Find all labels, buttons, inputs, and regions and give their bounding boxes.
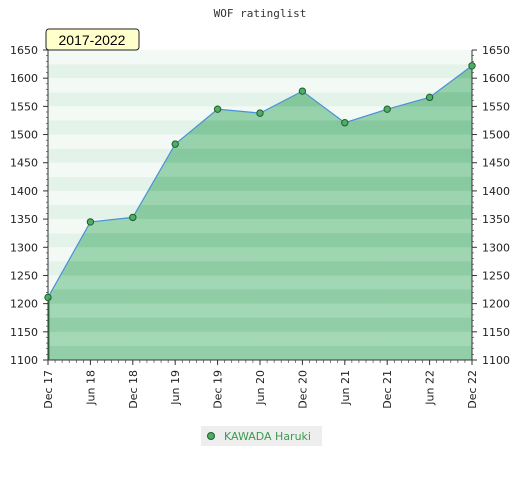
y-tick-label-left: 1150: [10, 326, 38, 339]
x-tick-label: Dec 22: [466, 370, 479, 409]
data-point: [129, 213, 137, 222]
y-tick-label-right: 1600: [482, 72, 510, 85]
legend-marker-icon: [207, 432, 215, 440]
area-band: [48, 303, 472, 318]
y-tick-label-left: 1350: [10, 213, 38, 226]
bg-band: [48, 78, 472, 93]
area-band: [48, 331, 472, 346]
data-point: [425, 93, 434, 102]
data-point: [171, 140, 179, 148]
x-axis-ticks: Dec 17 Jun 18 Dec 18 Jun 19 Dec 19 Jun 20 Dec …: [42, 360, 479, 409]
x-tick-label: Dec 21: [381, 370, 394, 409]
x-tick-label: Dec 17: [42, 370, 55, 409]
y-tick-label-left: 1200: [10, 298, 38, 311]
data-point: [44, 293, 52, 302]
area-band: [48, 247, 472, 262]
bg-band: [48, 50, 472, 65]
data-point: [383, 105, 391, 113]
y-tick-label-left: 1250: [10, 269, 38, 282]
area-band: [48, 190, 472, 205]
data-point: [86, 218, 95, 226]
legend-label: KAWADA Haruki: [224, 429, 311, 443]
y-tick-label-left: 1450: [10, 157, 38, 170]
series-area: [48, 65, 472, 361]
area-band: [48, 345, 472, 360]
data-point: [256, 109, 264, 117]
y-tick-label-right: 1250: [482, 269, 510, 282]
bg-band: [48, 92, 472, 107]
x-tick-label: Dec 18: [127, 370, 140, 409]
y-tick-label-right: 1300: [482, 241, 510, 254]
data-points: [44, 62, 476, 360]
y-tick-label-right: 1650: [482, 44, 510, 57]
area-band: [48, 219, 472, 234]
x-tick-label: Jun 18: [84, 370, 97, 406]
y-tick-label-right: 1500: [482, 129, 510, 142]
x-tick-label: Dec 20: [296, 370, 309, 409]
y-tick-label-right: 1150: [482, 326, 510, 339]
period-label: 2017-2022: [59, 32, 126, 48]
area-band: [48, 289, 472, 304]
data-point: [213, 105, 222, 113]
period-annotation: 2017-2022: [45, 28, 140, 51]
area-band: [48, 317, 472, 332]
area-band: [48, 275, 472, 290]
y-tick-label-right: 1400: [482, 185, 510, 198]
bg-band: [48, 64, 472, 79]
x-tick-label: Jun 22: [424, 370, 437, 406]
y-tick-label-right: 1350: [482, 213, 510, 226]
y-tick-label-right: 1550: [482, 100, 510, 113]
y-tick-label-left: 1600: [10, 72, 38, 85]
data-point: [341, 119, 349, 127]
y-tick-label-left: 1300: [10, 241, 38, 254]
area-band: [48, 205, 472, 220]
y-tick-label-left: 1100: [10, 354, 38, 367]
y-tick-label-left: 1500: [10, 129, 38, 142]
y-tick-label-left: 1550: [10, 100, 38, 113]
area-band: [48, 261, 472, 276]
y-tick-label-right: 1450: [482, 157, 510, 170]
x-tick-label: Jun 20: [254, 370, 267, 406]
y-axis-right-ticks: 1100 1150 1200 1250 1300 1350 1400 1450 1500 1550…: [472, 44, 510, 367]
y-tick-label-right: 1200: [482, 298, 510, 311]
y-tick-label-left: 1400: [10, 185, 38, 198]
chart-title: WOF ratinglist: [214, 7, 307, 20]
y-tick-label-left: 1650: [10, 44, 38, 57]
x-tick-label: Jun 19: [169, 370, 182, 406]
y-tick-label-right: 1100: [482, 354, 510, 367]
data-point: [298, 87, 307, 95]
x-tick-label: Jun 21: [339, 370, 352, 406]
x-tick-label: Dec 19: [212, 370, 225, 409]
area-band: [48, 233, 472, 248]
data-point: [468, 62, 476, 70]
legend: KAWADA Haruki: [201, 426, 322, 446]
y-axis-left-ticks: 1100 1150 1200 1250 1300 1350 1400 1450 1500 1550…: [10, 44, 48, 367]
